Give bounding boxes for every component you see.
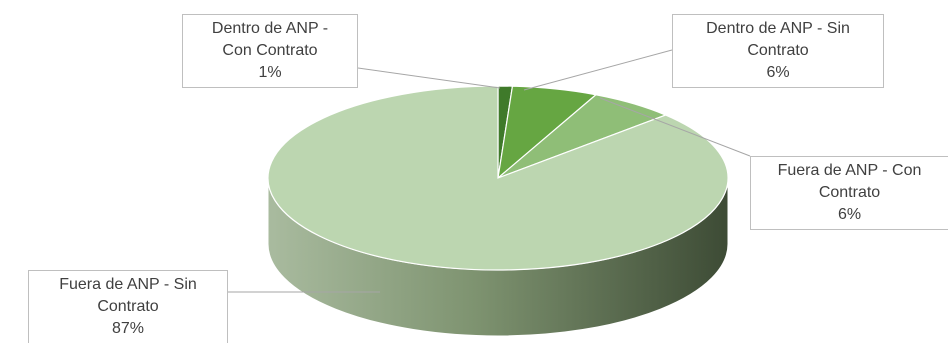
callout-percent: 1% xyxy=(258,64,282,81)
leader-line-0 xyxy=(357,67,501,89)
callout-label-line2: Contrato xyxy=(747,42,809,59)
callout-fuera-con-contrato: Fuera de ANP - Con Contrato 6% xyxy=(750,156,948,230)
callout-fuera-sin-contrato: Fuera de ANP - Sin Contrato 87% xyxy=(28,270,228,343)
callout-percent: 6% xyxy=(766,64,790,81)
callout-percent: 6% xyxy=(837,206,862,223)
pie-top-face xyxy=(267,85,729,271)
callout-label-line1: Dentro de ANP - Sin xyxy=(706,20,850,37)
callout-percent: 87% xyxy=(111,320,145,337)
callout-dentro-con-contrato: Dentro de ANP - Con Contrato 1% xyxy=(182,14,358,88)
callout-label-line2: Con Contrato xyxy=(222,42,318,59)
pie-slice-3 xyxy=(267,85,729,271)
callout-dentro-sin-contrato: Dentro de ANP - Sin Contrato 6% xyxy=(672,14,884,88)
leader-line-1 xyxy=(523,49,673,91)
callout-label-line1: Fuera de ANP - Sin xyxy=(59,276,197,293)
callout-label-line1: Fuera de ANP - Con xyxy=(777,162,922,179)
callout-label-line2: Contrato xyxy=(97,298,159,315)
leader-line-2 xyxy=(599,97,751,157)
leader-lines xyxy=(228,49,751,293)
callout-label-line2: Contrato xyxy=(818,184,881,201)
callout-label-line1: Dentro de ANP - xyxy=(211,20,329,37)
